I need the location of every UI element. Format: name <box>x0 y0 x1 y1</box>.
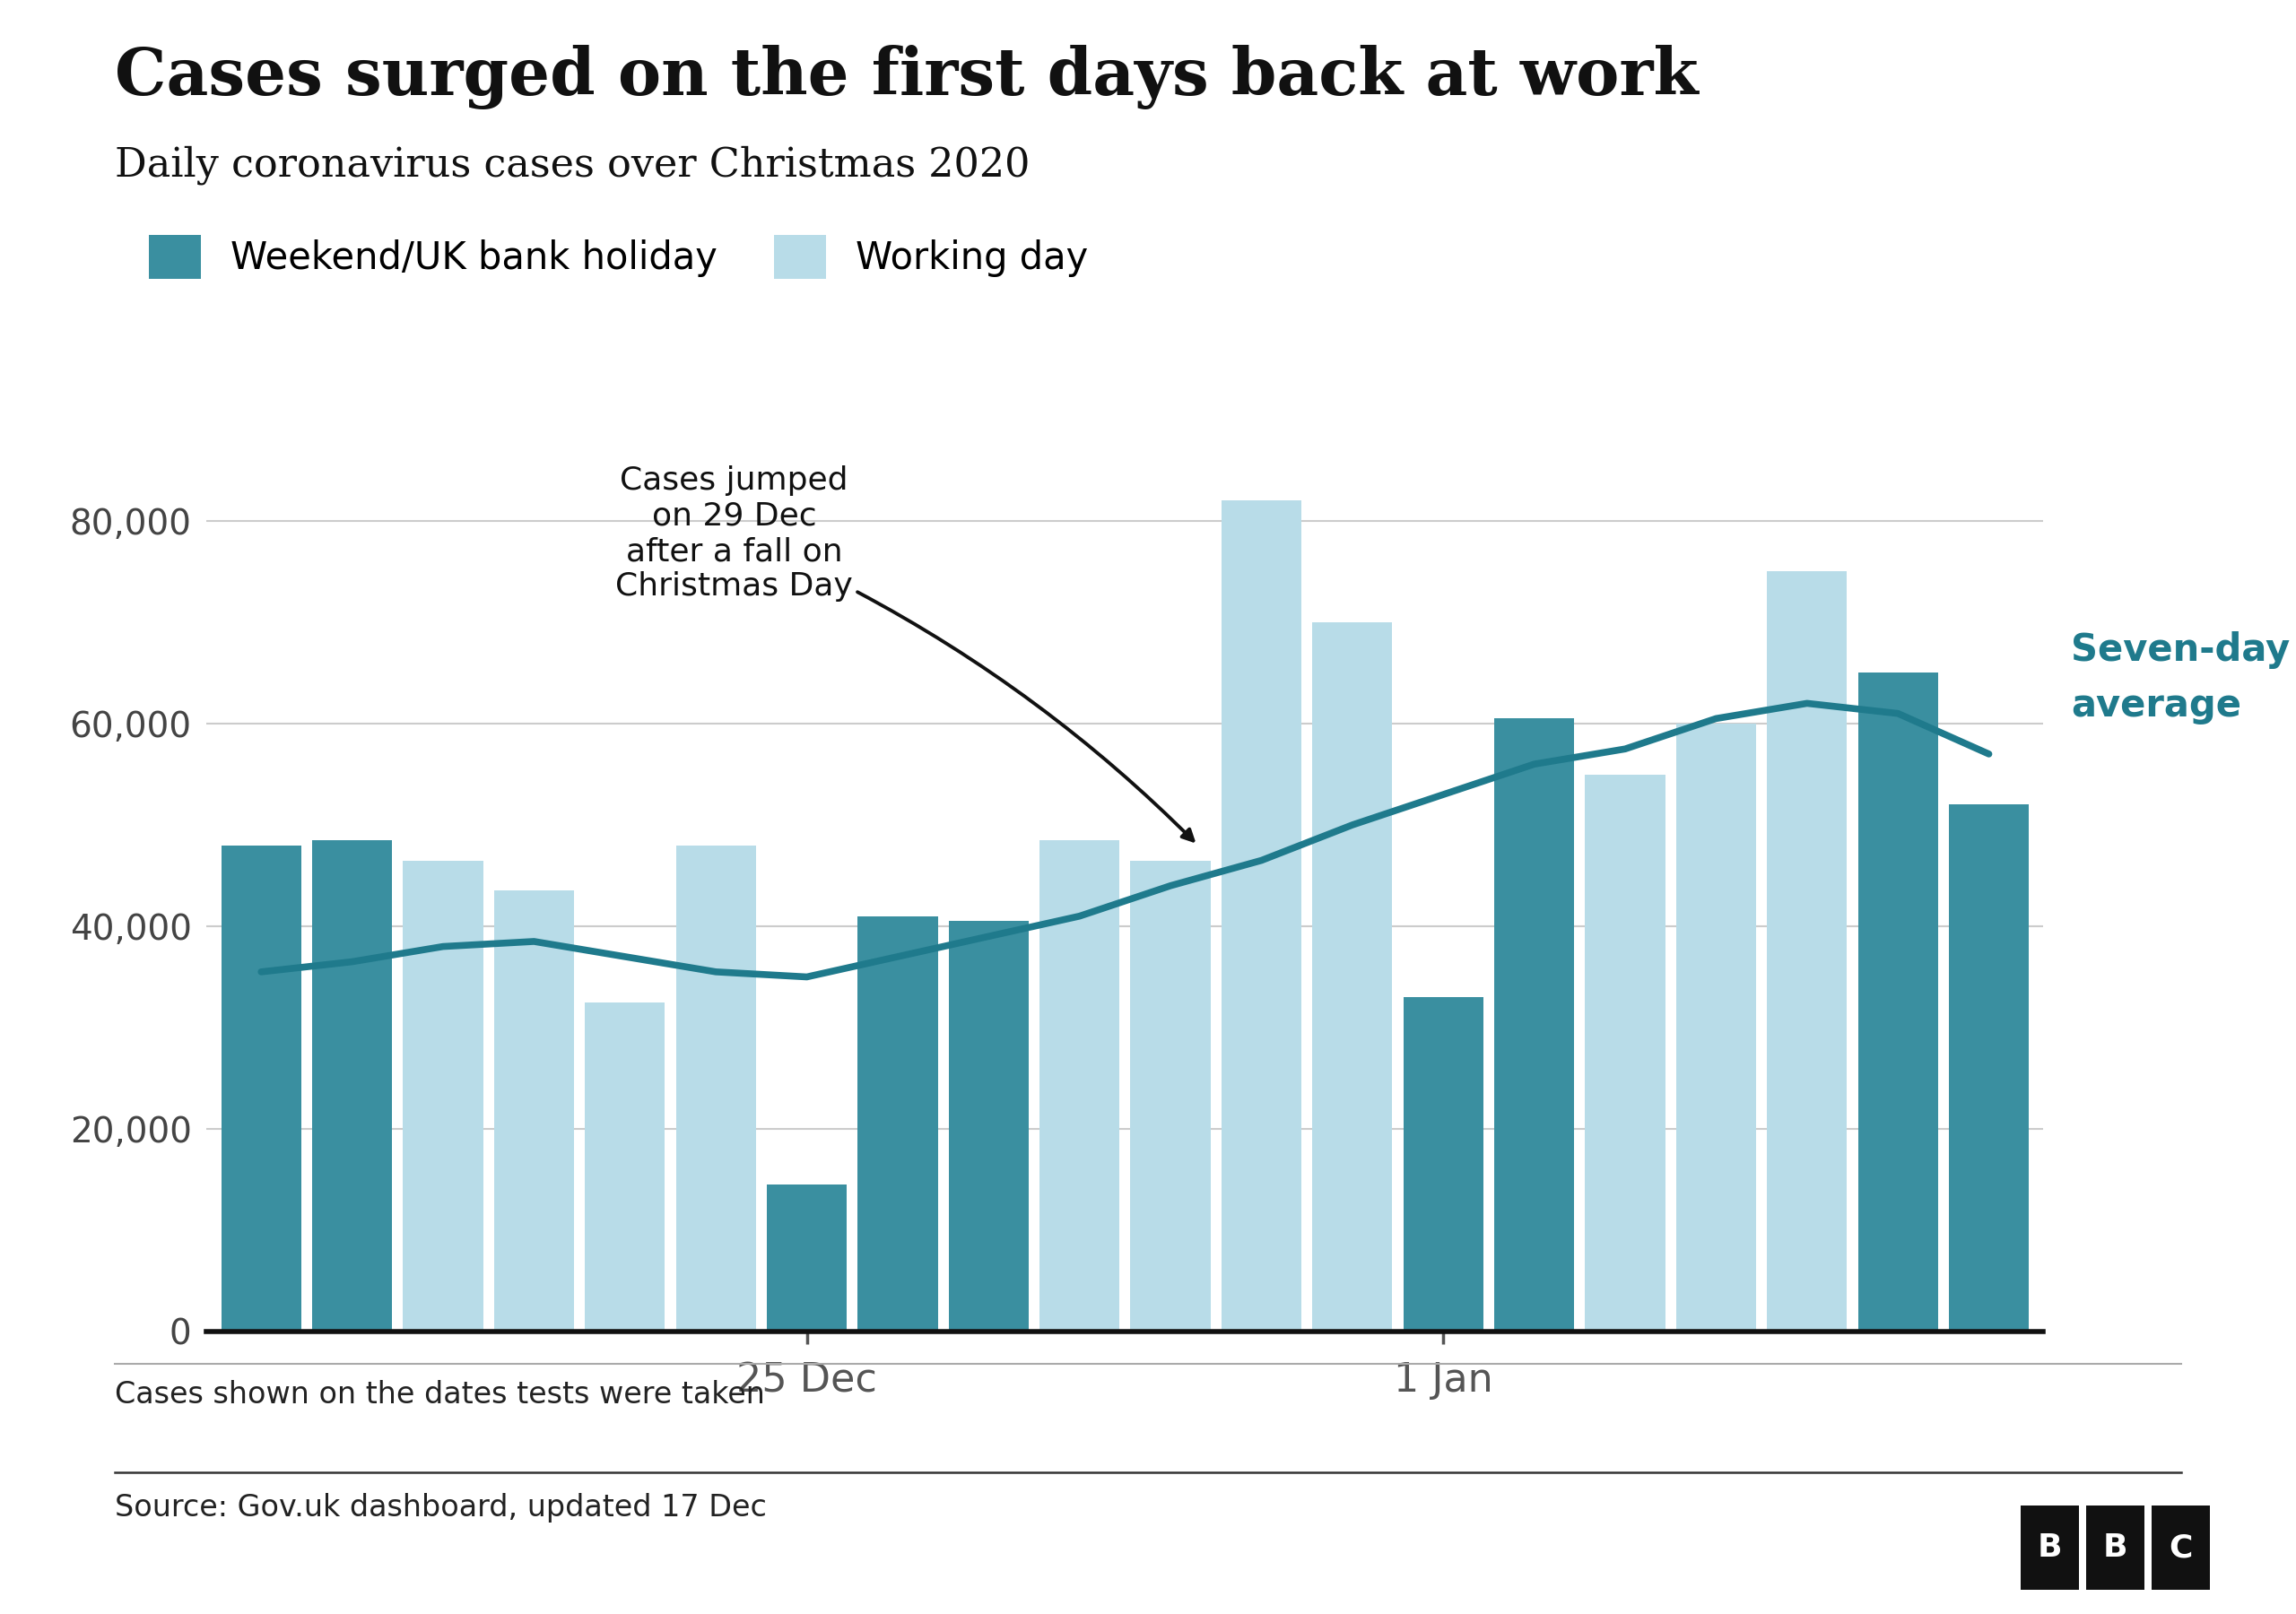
Text: B: B <box>2037 1533 2062 1562</box>
Bar <box>494 891 574 1332</box>
Bar <box>1857 673 1938 1332</box>
FancyBboxPatch shape <box>2085 1506 2144 1590</box>
Text: Seven-day
average: Seven-day average <box>2071 631 2289 725</box>
Bar <box>1221 500 1302 1332</box>
Bar <box>1130 860 1210 1332</box>
Bar <box>1676 723 1756 1332</box>
Text: C: C <box>2170 1533 2193 1562</box>
Bar <box>1768 571 1846 1332</box>
Text: Daily coronavirus cases over Christmas 2020: Daily coronavirus cases over Christmas 2… <box>115 145 1031 184</box>
Bar <box>1495 718 1575 1332</box>
Text: B: B <box>2103 1533 2128 1562</box>
Text: Cases surged on the first days back at work: Cases surged on the first days back at w… <box>115 45 1699 110</box>
Bar <box>1584 775 1665 1332</box>
Text: Source: Gov.uk dashboard, updated 17 Dec: Source: Gov.uk dashboard, updated 17 Dec <box>115 1493 767 1522</box>
Text: Cases shown on the dates tests were taken: Cases shown on the dates tests were take… <box>115 1380 765 1409</box>
Bar <box>948 922 1029 1332</box>
Bar <box>404 860 482 1332</box>
Bar <box>1949 805 2030 1332</box>
Bar <box>767 1185 847 1332</box>
Bar <box>1040 841 1120 1332</box>
Bar <box>585 1002 666 1332</box>
Bar <box>859 917 937 1332</box>
Text: Cases jumped
on 29 Dec
after a fall on
Christmas Day: Cases jumped on 29 Dec after a fall on C… <box>615 465 1194 841</box>
FancyBboxPatch shape <box>2151 1506 2209 1590</box>
Bar <box>220 846 301 1332</box>
FancyBboxPatch shape <box>2020 1506 2080 1590</box>
Bar <box>675 846 755 1332</box>
Bar <box>1403 997 1483 1332</box>
Bar <box>1313 623 1391 1332</box>
Bar <box>312 841 393 1332</box>
Legend: Weekend/UK bank holiday, Working day: Weekend/UK bank holiday, Working day <box>133 221 1104 294</box>
